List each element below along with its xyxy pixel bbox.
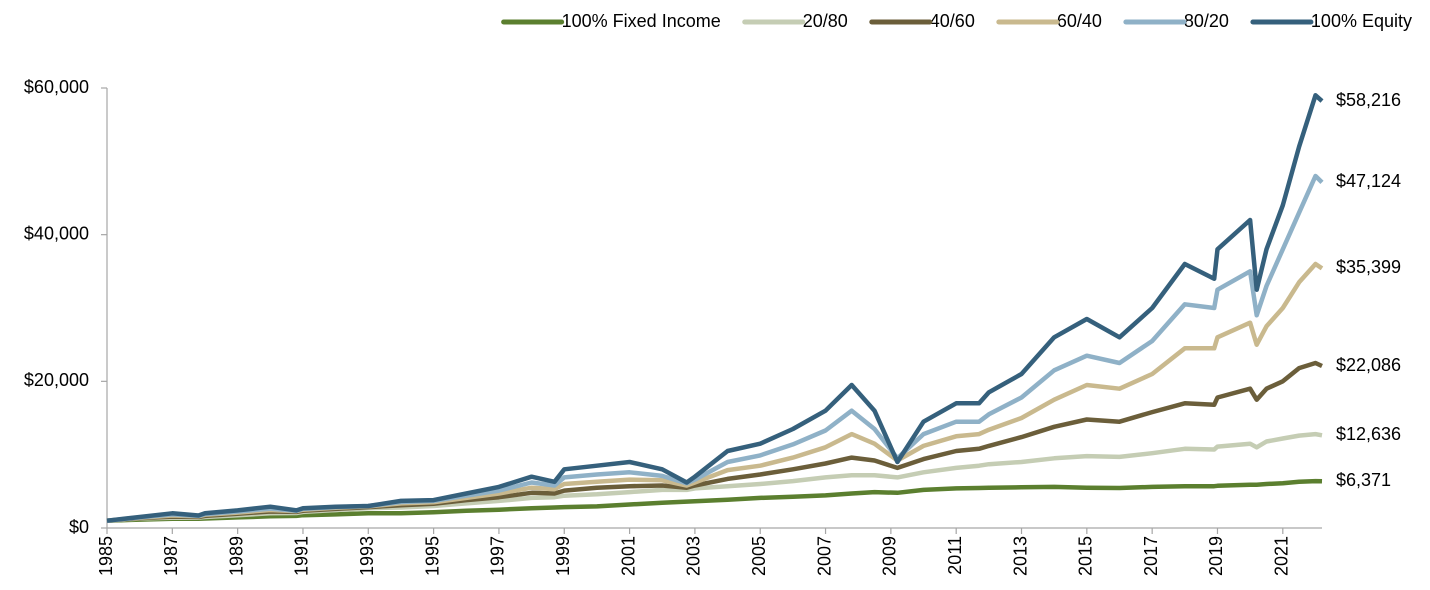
x-tick-label: 1987 (161, 536, 181, 576)
x-tick-label: 2017 (1141, 536, 1161, 576)
x-tick-label: 2011 (945, 536, 965, 575)
series-line (106, 360, 1323, 523)
legend-label: 40/60 (930, 11, 975, 31)
y-tick-label: $20,000 (24, 370, 89, 390)
y-tick-label: $60,000 (24, 77, 89, 97)
x-tick-label: 1991 (292, 536, 312, 576)
legend-label: 100% Fixed Income (562, 11, 721, 31)
x-tick-label: 1985 (96, 536, 116, 576)
end-label: $58,216 (1336, 90, 1401, 110)
x-tick-label: 1995 (422, 536, 442, 576)
x-tick-label: 2001 (618, 536, 638, 576)
y-tick-label: $0 (69, 517, 89, 537)
end-label: $22,086 (1336, 355, 1401, 375)
x-tick-label: 2007 (814, 536, 834, 576)
legend-label: 80/20 (1184, 11, 1229, 31)
series-line (106, 173, 1324, 523)
x-tick-label: 2021 (1272, 536, 1292, 576)
x-tick-label: 2019 (1206, 536, 1226, 576)
end-label: $47,124 (1336, 171, 1401, 191)
end-label: $35,399 (1336, 257, 1401, 277)
x-tick-label: 1989 (226, 536, 246, 576)
legend-label: 60/40 (1057, 11, 1102, 31)
legend-label: 20/80 (803, 11, 848, 31)
series-line (106, 93, 1324, 523)
end-label: $12,636 (1336, 424, 1401, 444)
x-tick-label: 2013 (1010, 536, 1030, 576)
series-line (106, 478, 1323, 523)
x-tick-label: 1997 (488, 536, 508, 576)
x-tick-label: 2005 (749, 536, 769, 576)
x-tick-label: 2003 (684, 536, 704, 576)
x-tick-label: 1993 (357, 536, 377, 576)
x-tick-label: 2009 (880, 536, 900, 576)
x-tick-label: 2015 (1076, 536, 1096, 576)
legend-label: 100% Equity (1311, 11, 1412, 31)
end-label: $6,371 (1336, 470, 1391, 490)
y-tick-label: $40,000 (24, 223, 89, 243)
x-tick-label: 1999 (553, 536, 573, 576)
